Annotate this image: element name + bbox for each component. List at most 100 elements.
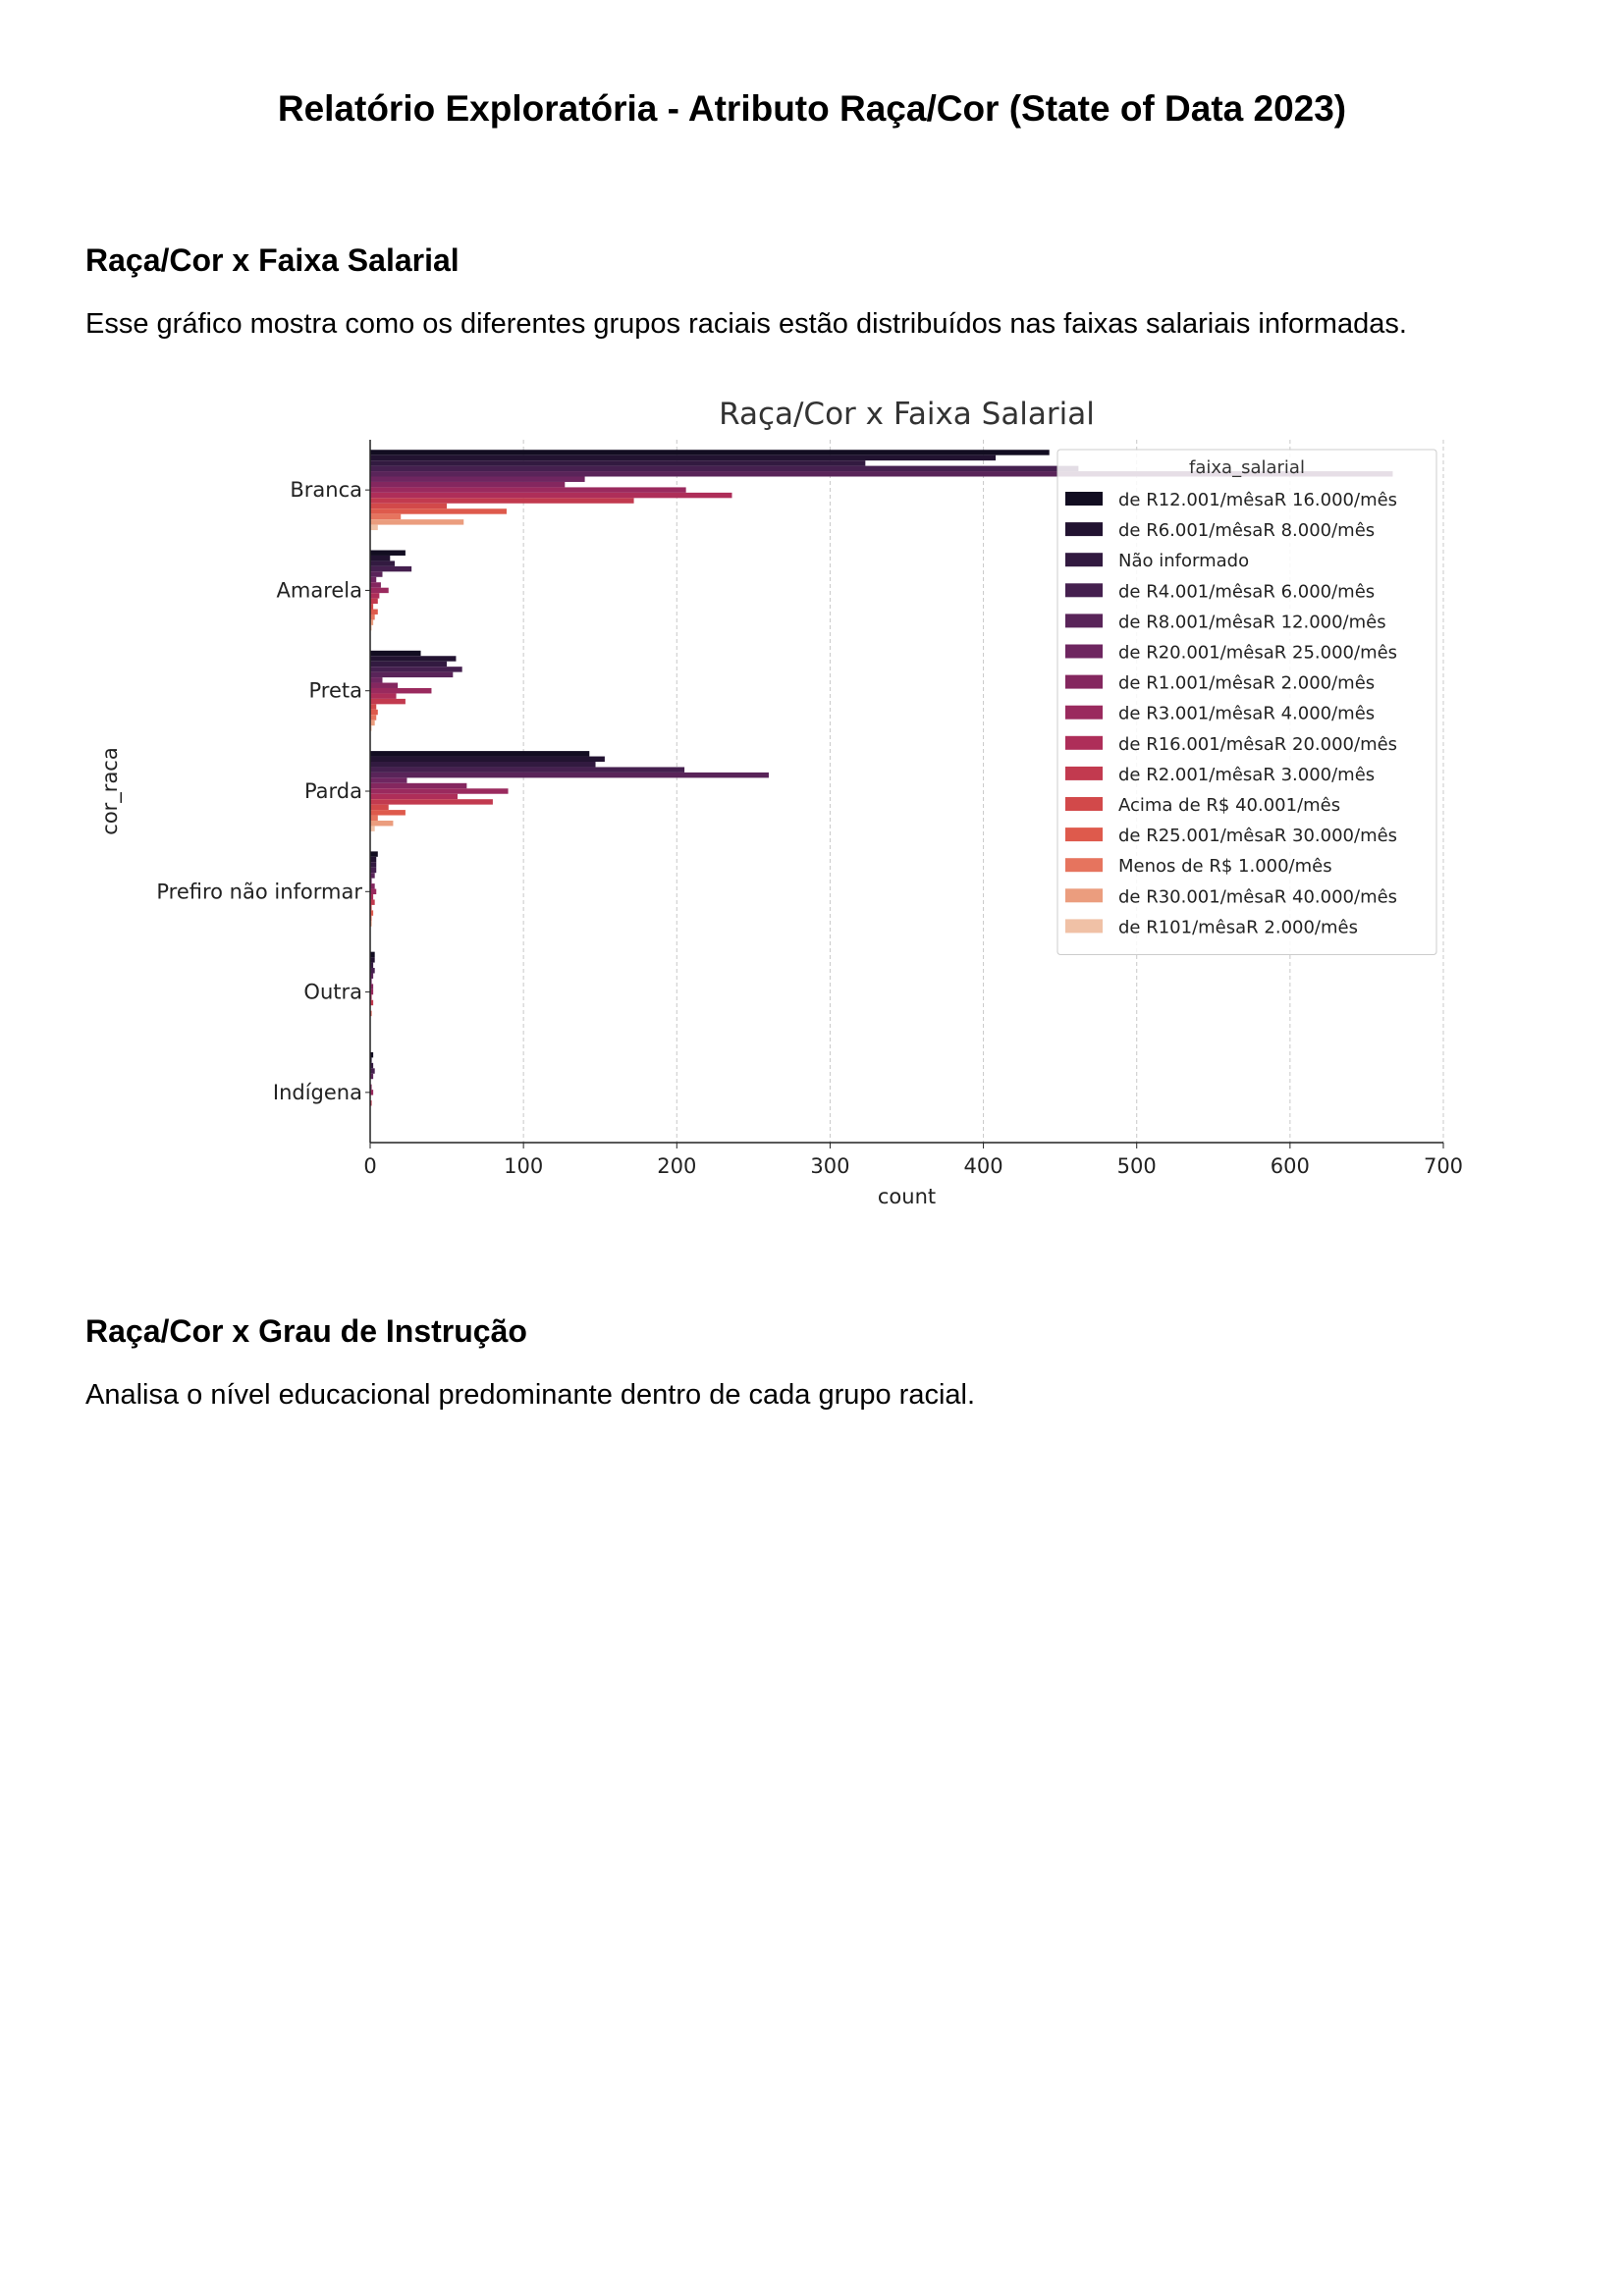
bar: [370, 624, 372, 631]
bar: [370, 604, 374, 610]
legend-label: de R20.001/mêsaR 25.000/mês: [1118, 643, 1397, 664]
legend-label: Não informado: [1118, 551, 1249, 571]
bar: [370, 513, 402, 520]
bar: [370, 894, 374, 900]
legend-label: Menos de R$ 1.000/mês: [1118, 856, 1332, 877]
bar: [370, 904, 372, 911]
legend-swatch: [1065, 583, 1103, 598]
bar: [370, 709, 378, 716]
bar: [370, 951, 375, 958]
bar: [370, 962, 374, 969]
bar: [370, 910, 374, 916]
chart-title: Raça/Cor x Faixa Salarial: [719, 397, 1095, 432]
legend-title: faixa_salarial: [1189, 457, 1305, 478]
bar: [370, 984, 374, 989]
bar: [370, 756, 605, 762]
legend-swatch: [1065, 919, 1103, 934]
bar: [370, 671, 454, 678]
bar: [370, 1084, 372, 1091]
bar: [370, 888, 377, 895]
bar: [370, 1051, 374, 1058]
x-tick-label: 500: [1117, 1154, 1157, 1178]
bar: [370, 609, 378, 614]
bar: [370, 788, 509, 794]
bar: [370, 1057, 372, 1063]
bar: [370, 698, 406, 705]
legend-label: de R30.001/mêsaR 40.000/mês: [1118, 886, 1397, 907]
bar: [370, 751, 590, 757]
legend-label: de R6.001/mêsaR 8.000/mês: [1118, 520, 1375, 541]
bar: [370, 508, 507, 514]
y-axis-label: cor_raca: [98, 747, 123, 834]
bar: [370, 460, 866, 466]
legend-swatch: [1065, 644, 1103, 659]
y-tick-label: Amarela: [277, 578, 363, 602]
bar: [370, 915, 372, 922]
bar: [370, 1100, 372, 1106]
bar: [370, 777, 407, 783]
legend-label: de R4.001/mêsaR 6.000/mês: [1118, 581, 1375, 602]
bar: [370, 761, 596, 768]
bar: [370, 524, 378, 531]
bar: [370, 826, 375, 831]
bar: [370, 519, 464, 525]
section-heading-salary: Raça/Cor x Faixa Salarial: [85, 242, 460, 278]
bar: [370, 999, 374, 1006]
bar: [370, 492, 732, 499]
section-text-education: Analisa o nível educacional predominante…: [85, 1379, 976, 1411]
bar: [370, 799, 493, 805]
bar: [370, 867, 377, 874]
document-title: Relatório Exploratória - Atributo Raça/C…: [277, 88, 1347, 129]
bar: [370, 1010, 372, 1017]
bar: [370, 1062, 374, 1069]
legend-swatch: [1065, 858, 1103, 873]
x-tick-label: 300: [810, 1154, 849, 1178]
legend-label: de R12.001/mêsaR 16.000/mês: [1118, 490, 1397, 510]
bar: [370, 550, 406, 556]
bar: [370, 921, 372, 927]
bar: [370, 650, 421, 657]
bar: [370, 661, 448, 667]
bar: [370, 725, 372, 731]
x-tick-label: 400: [964, 1154, 1003, 1178]
legend-label: Acima de R$ 40.001/mês: [1118, 795, 1340, 816]
section-heading-education: Raça/Cor x Grau de Instrução: [85, 1313, 527, 1349]
legend-swatch: [1065, 828, 1103, 842]
bar: [370, 883, 375, 889]
legend-swatch: [1065, 674, 1103, 689]
bar: [370, 862, 377, 868]
legend-swatch: [1065, 614, 1103, 628]
bar: [370, 682, 399, 688]
bar: [370, 677, 383, 683]
bar: [370, 598, 378, 605]
x-tick-label: 0: [363, 1154, 376, 1178]
bar: [370, 1073, 374, 1080]
bar: [370, 720, 375, 726]
bar: [370, 619, 374, 625]
y-tick-label: Branca: [290, 478, 362, 502]
bar: [370, 667, 462, 672]
bar: [370, 793, 459, 800]
bar: [370, 767, 685, 773]
y-tick-label: Outra: [303, 981, 362, 1004]
bar: [370, 487, 686, 493]
legend-swatch: [1065, 492, 1103, 506]
legend-label: de R1.001/mêsaR 2.000/mês: [1118, 673, 1375, 694]
race-salary-bar-chart: Raça/Cor x Faixa Salarial Branca Amarela Pr…: [98, 397, 1463, 1208]
y-tick-label: Preta: [309, 679, 363, 703]
x-axis-label: count: [878, 1185, 936, 1208]
legend-label: de R16.001/mêsaR 20.000/mês: [1118, 734, 1397, 755]
legend-swatch: [1065, 797, 1103, 811]
legend-label: de R101/mêsaR 2.000/mês: [1118, 917, 1358, 937]
legend-swatch: [1065, 735, 1103, 750]
x-tick-label: 200: [657, 1154, 696, 1178]
legend-swatch: [1065, 705, 1103, 720]
bar: [370, 856, 377, 863]
bar: [370, 851, 378, 857]
bar: [370, 810, 406, 816]
bar: [370, 804, 389, 811]
bar: [370, 994, 372, 1000]
bar: [370, 571, 383, 577]
x-tick-label: 100: [504, 1154, 543, 1178]
bar: [370, 968, 375, 974]
